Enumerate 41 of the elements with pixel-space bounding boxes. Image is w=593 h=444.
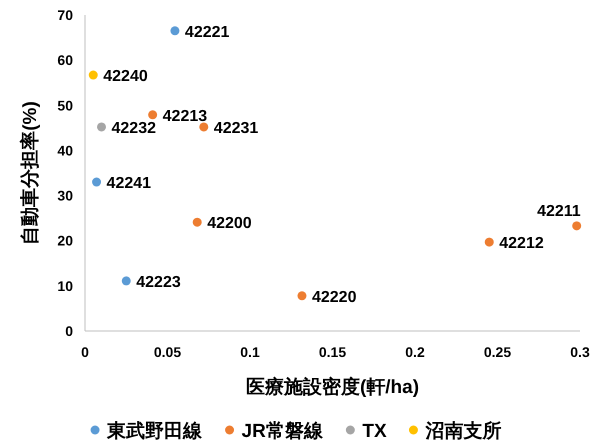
- annotation: 42241: [106, 175, 152, 192]
- y-tick-label: 20: [57, 232, 74, 249]
- legend-label: 東武野田線: [106, 420, 204, 442]
- annotation: 42200: [207, 215, 252, 232]
- point: [484, 238, 494, 247]
- annotation: 42232: [112, 120, 156, 137]
- point: [92, 178, 102, 187]
- legend-label: TX: [362, 421, 387, 442]
- annotation: 42223: [136, 274, 181, 291]
- annotation: 42240: [103, 68, 148, 86]
- x-tick-label: 0: [81, 344, 90, 360]
- x-tick-label: 0.2: [405, 344, 425, 360]
- legend-label: 沼南支所: [424, 420, 502, 442]
- annotation: 42231: [214, 120, 258, 137]
- y-tick-label: 30: [57, 188, 74, 204]
- annotation: 42212: [499, 235, 544, 252]
- y-tick-label: 40: [57, 142, 74, 158]
- annotation: 42211: [537, 202, 581, 220]
- x-tick-label: 0.15: [318, 344, 346, 360]
- x-tick-label: 0.25: [484, 344, 512, 360]
- annotation: 42213: [162, 108, 208, 125]
- point: [572, 221, 582, 230]
- x-axis-title: 医療施設密度(軒/ha): [246, 376, 420, 398]
- x-tick-label: 0.1: [240, 344, 260, 360]
- y-tick-label: 0: [65, 323, 74, 339]
- legend-label: JR常磐線: [242, 420, 324, 442]
- point: [192, 218, 202, 227]
- y-tick-label: 50: [57, 97, 74, 114]
- x-tick-label: 0.05: [154, 344, 182, 360]
- annotation: 42220: [312, 288, 357, 306]
- x-tick-label: 0.3: [570, 344, 590, 360]
- point: [297, 291, 306, 300]
- point: [122, 276, 131, 286]
- annotation: 42221: [184, 24, 230, 41]
- point: [199, 122, 208, 132]
- point: [148, 110, 158, 120]
- y-tick-label: 70: [57, 7, 74, 23]
- y-tick-label: 10: [57, 278, 74, 294]
- point: [170, 26, 180, 36]
- y-axis-title: 自動車分担率(%): [19, 101, 41, 245]
- y-tick-label: 60: [57, 52, 74, 68]
